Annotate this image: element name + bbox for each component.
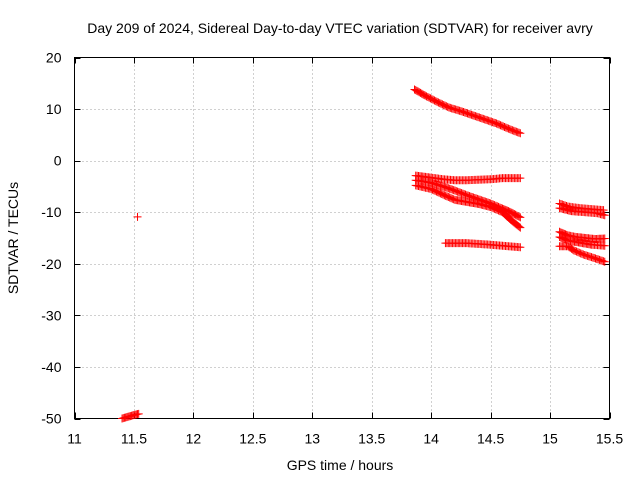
data-point xyxy=(515,222,524,231)
x-tick-label: 15 xyxy=(542,431,558,447)
data-points xyxy=(118,85,609,423)
x-tick-labels: 11 11.5 12 12.5 13 13.5 14 14.5 15 15.5 xyxy=(67,431,623,447)
data-point xyxy=(600,234,609,243)
data-point xyxy=(516,174,525,183)
y-tick-labels: -50 -40 -30 -20 -10 0 10 20 xyxy=(41,50,61,427)
x-tick-label: 13 xyxy=(304,431,320,447)
grid-lines xyxy=(74,57,610,419)
x-tick-label: 15.5 xyxy=(596,431,623,447)
x-tick-label: 12.5 xyxy=(239,431,266,447)
y-tick-label: -40 xyxy=(41,359,61,375)
data-point xyxy=(516,129,525,138)
data-point xyxy=(600,211,609,220)
y-tick-label: -50 xyxy=(41,411,61,427)
plot-frame xyxy=(74,57,610,419)
y-tick-label: 0 xyxy=(54,153,62,169)
x-tick-label: 11.5 xyxy=(121,431,147,447)
x-tick-label: 13.5 xyxy=(358,431,385,447)
x-tick-label: 14 xyxy=(423,431,439,447)
y-tick-label: -10 xyxy=(41,204,61,220)
x-tick-label: 12 xyxy=(186,431,202,447)
data-point xyxy=(516,243,525,252)
data-point xyxy=(515,128,524,137)
data-point xyxy=(516,213,525,222)
data-point xyxy=(516,223,525,232)
y-axis-label: SDTVAR / TECUs xyxy=(5,182,21,294)
x-tick-label: 11 xyxy=(67,431,82,447)
axis-ticks xyxy=(74,57,611,420)
data-point xyxy=(134,409,143,418)
y-tick-label: 10 xyxy=(46,101,62,117)
chart-title: Day 209 of 2024, Sidereal Day-to-day VTE… xyxy=(87,20,593,36)
x-tick-label: 14.5 xyxy=(477,431,504,447)
y-tick-label: -30 xyxy=(41,307,61,323)
x-axis-label: GPS time / hours xyxy=(287,457,394,473)
data-point xyxy=(133,212,142,221)
data-point xyxy=(600,241,609,250)
y-tick-label: 20 xyxy=(46,50,62,66)
y-tick-label: -20 xyxy=(41,256,61,272)
data-point xyxy=(515,212,524,221)
data-point xyxy=(514,221,523,230)
data-point xyxy=(600,257,609,266)
